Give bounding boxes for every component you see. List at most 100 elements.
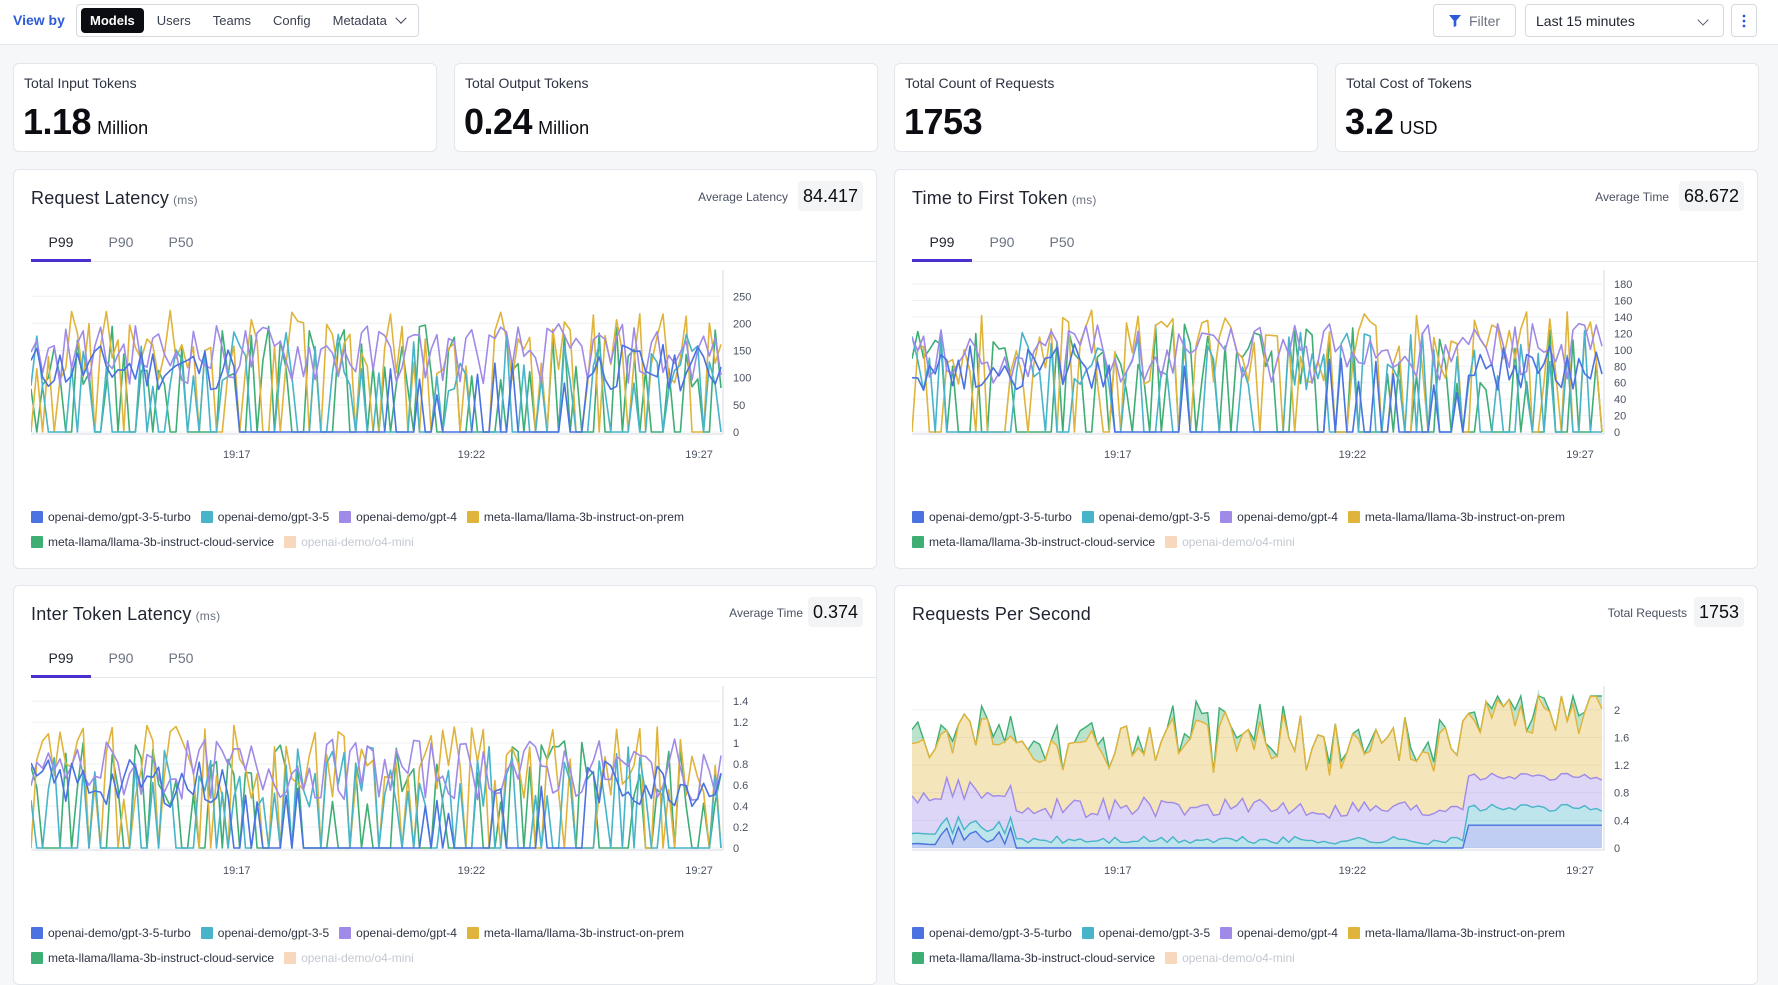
y-tick-label: 0 — [733, 427, 739, 439]
legend-swatch — [31, 535, 43, 548]
legend-item[interactable]: meta-llama/llama-3b-instruct-cloud-servi… — [31, 951, 274, 965]
legend-item[interactable]: meta-llama/llama-3b-instruct-cloud-servi… — [31, 535, 274, 549]
tab-p50[interactable]: P50 — [1049, 234, 1075, 250]
tab-p90[interactable]: P90 — [989, 234, 1015, 250]
series-line — [31, 323, 722, 385]
more-options-button[interactable] — [1731, 4, 1757, 37]
legend-item[interactable]: openai-demo/gpt-4 — [1220, 926, 1338, 940]
total-requests-value: 1753 — [1693, 597, 1744, 627]
legend-label: meta-llama/llama-3b-instruct-on-prem — [483, 925, 684, 940]
legend-row: meta-llama/llama-3b-instruct-cloud-servi… — [31, 529, 684, 554]
legend-item[interactable]: meta-llama/llama-3b-instruct-on-prem — [466, 925, 684, 940]
stat-unit: Million — [538, 118, 590, 138]
series-line — [912, 803, 1603, 846]
request-latency-card: Request Latency (ms) Average Latency 84.4… — [13, 169, 877, 569]
segment-users[interactable]: Users — [156, 13, 191, 28]
legend-item[interactable]: openai-demo/gpt-4 — [339, 510, 457, 524]
legend-item[interactable]: openai-demo/gpt-3-5-turbo — [31, 926, 191, 940]
legend-swatch — [1081, 510, 1094, 523]
legend-item[interactable]: openai-demo/o4-mini — [284, 535, 414, 549]
legend-item[interactable]: openai-demo/gpt-3-5 — [200, 926, 329, 940]
time-range-select[interactable]: Last 15 minutes — [1525, 4, 1724, 37]
y-tick-label: 180 — [1614, 279, 1632, 291]
x-tick-label: 19:17 — [1104, 865, 1132, 877]
tab-p90[interactable]: P90 — [108, 650, 134, 666]
stat-number: 0.24 — [464, 101, 533, 142]
legend-swatch — [284, 535, 297, 548]
series-area — [912, 696, 1602, 819]
legend-swatch — [200, 926, 213, 939]
segment-config[interactable]: Config — [273, 13, 311, 28]
view-by-label: View by — [13, 12, 65, 28]
legend-item[interactable]: meta-llama/llama-3b-instruct-cloud-servi… — [912, 535, 1155, 549]
legend-item[interactable]: openai-demo/gpt-4 — [1220, 510, 1338, 524]
tab-p50[interactable]: P50 — [168, 650, 194, 666]
legend-item[interactable]: openai-demo/gpt-3-5-turbo — [912, 926, 1072, 940]
legend-swatch — [912, 926, 924, 939]
card-title-text: Inter Token Latency — [31, 604, 192, 624]
stat-label: Total Input Tokens — [24, 75, 137, 91]
stat-value: 1.18 Million — [23, 101, 148, 143]
average-value: 0.374 — [807, 597, 863, 627]
legend-label: openai-demo/o4-mini — [301, 950, 414, 965]
legend-label: openai-demo/gpt-3-5-turbo — [929, 925, 1072, 940]
legend-swatch — [1347, 926, 1360, 939]
tab-p99[interactable]: P99 — [31, 227, 91, 262]
legend-label: openai-demo/o4-mini — [1182, 950, 1295, 965]
legend-label: openai-demo/gpt-3-5 — [1098, 925, 1211, 940]
legend-item[interactable]: openai-demo/gpt-4 — [339, 926, 457, 940]
tab-p99[interactable]: P99 — [912, 227, 972, 262]
legend-item[interactable]: openai-demo/gpt-3-5-turbo — [912, 510, 1072, 524]
segment-metadata[interactable]: Metadata — [324, 8, 414, 33]
legend-item[interactable]: openai-demo/gpt-3-5 — [1081, 925, 1211, 940]
y-tick-label: 0 — [733, 843, 739, 855]
legend-label: openai-demo/gpt-3-5-turbo — [929, 509, 1072, 524]
legend-item[interactable]: meta-llama/llama-3b-instruct-on-prem — [1347, 926, 1565, 940]
legend-item[interactable]: openai-demo/o4-mini — [284, 951, 414, 965]
time-to-first-token-card: Time to First Token (ms) Average Time 68.… — [894, 169, 1758, 569]
series-line — [31, 343, 722, 433]
time-to-first-token-chart: 0 20 40 60 80 100 120 140 160 180 19:17 19:22 19:27 — [912, 270, 1632, 461]
x-tick-label: 19:22 — [1339, 449, 1367, 461]
series-area — [912, 825, 1602, 848]
percentile-tabs: P99 P90 P50 — [912, 222, 1758, 262]
average-label: Average Time — [729, 606, 803, 620]
legend-label: meta-llama/llama-3b-instruct-cloud-servi… — [48, 950, 275, 965]
x-tick-label: 19:17 — [223, 449, 251, 461]
legend-item[interactable]: openai-demo/o4-mini — [1165, 535, 1295, 549]
chart-legend: openai-demo/gpt-3-5-turbo openai-demo/gpt… — [31, 920, 684, 970]
legend-item[interactable]: openai-demo/gpt-3-5 — [1081, 510, 1210, 524]
average-value: 84.417 — [797, 181, 863, 211]
legend-swatch — [1081, 926, 1094, 939]
legend-item[interactable]: openai-demo/o4-mini — [1165, 951, 1295, 965]
tab-p90[interactable]: P90 — [108, 234, 134, 250]
segment-models[interactable]: Models — [81, 8, 144, 33]
legend-swatch — [31, 926, 43, 939]
y-tick-label: 40 — [1614, 394, 1626, 406]
series-line — [31, 331, 722, 433]
legend-item[interactable]: openai-demo/gpt-3-5-turbo — [31, 510, 191, 524]
filter-button[interactable]: Filter — [1433, 4, 1516, 37]
x-tick-label: 19:27 — [1566, 449, 1594, 461]
legend-item[interactable]: openai-demo/gpt-3-5 — [200, 510, 329, 524]
legend-item[interactable]: meta-llama/llama-3b-instruct-on-prem — [1347, 510, 1565, 524]
tab-p99[interactable]: P99 — [31, 643, 91, 678]
x-tick-label: 19:22 — [458, 865, 486, 877]
card-title-text: Requests Per Second — [912, 604, 1091, 624]
stat-number: 1753 — [904, 101, 983, 142]
stat-label: Total Cost of Tokens — [1346, 75, 1472, 91]
stat-card-request-count: Total Count of Requests 1753 — [894, 63, 1318, 152]
tab-p50[interactable]: P50 — [168, 234, 194, 250]
legend-swatch — [1220, 510, 1233, 523]
card-title-unit: (ms) — [195, 609, 221, 623]
legend-label: meta-llama/llama-3b-instruct-cloud-servi… — [48, 534, 275, 549]
legend-label: openai-demo/gpt-4 — [356, 925, 457, 940]
chevron-down-icon — [1697, 14, 1709, 26]
legend-item[interactable]: meta-llama/llama-3b-instruct-cloud-servi… — [912, 951, 1155, 965]
card-title-unit: (ms) — [173, 193, 198, 207]
legend-item[interactable]: meta-llama/llama-3b-instruct-on-prem — [466, 510, 684, 524]
stat-value: 3.2 USD — [1345, 101, 1438, 143]
legend-label: openai-demo/o4-mini — [301, 534, 414, 549]
request-latency-chart: 0 50 100 150 200 250 19:17 19:22 19:27 — [31, 270, 751, 461]
segment-teams[interactable]: Teams — [212, 13, 252, 28]
